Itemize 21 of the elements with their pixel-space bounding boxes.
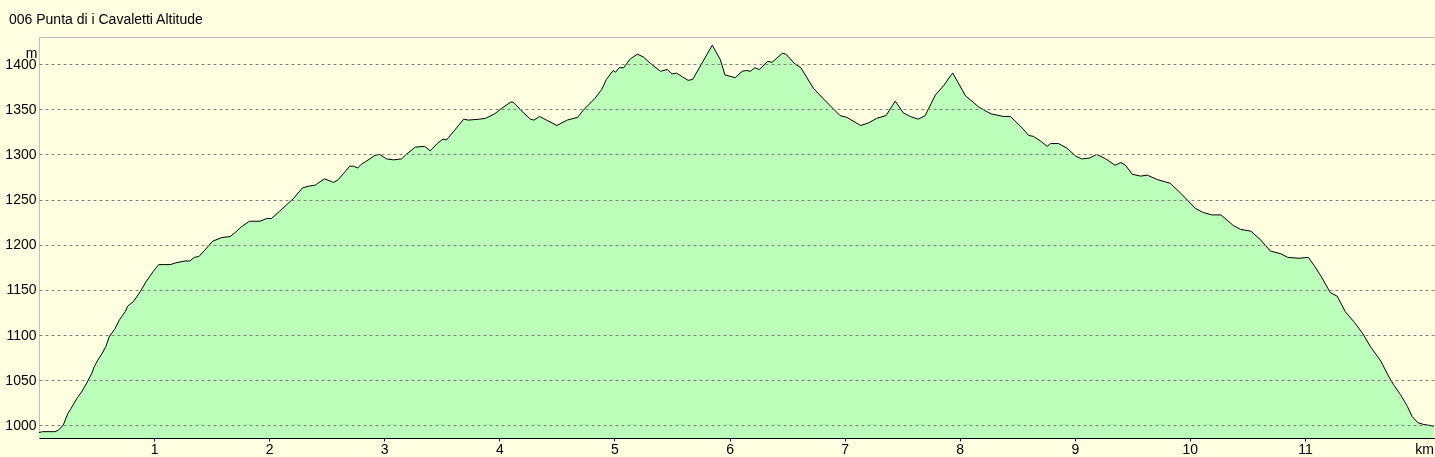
x-tick-label: 11 xyxy=(1298,440,1313,457)
x-axis-title: km xyxy=(1415,440,1434,457)
x-tick-label: 6 xyxy=(726,440,735,457)
x-tick-label: 8 xyxy=(956,440,965,457)
x-tick-label: 9 xyxy=(1071,440,1080,457)
y-tick-label: 1100 xyxy=(6,326,37,343)
x-tick-label: 4 xyxy=(495,440,504,457)
x-tick-label: 3 xyxy=(380,440,389,457)
x-tick-label: 10 xyxy=(1182,440,1199,457)
chart-title: 006 Punta di i Cavaletti Altitude xyxy=(9,11,204,27)
y-tick-label: 1000 xyxy=(5,416,37,433)
x-tick-label: 2 xyxy=(265,440,274,457)
y-tick-label: 1200 xyxy=(5,236,37,253)
y-tick-label: 1350 xyxy=(5,100,37,117)
y-tick-label: 1300 xyxy=(5,145,37,162)
y-tick-label: 1150 xyxy=(6,281,37,298)
x-tick-label: 7 xyxy=(841,440,850,457)
x-tick-label: 5 xyxy=(611,440,620,457)
x-tick-label: 1 xyxy=(150,440,159,457)
y-tick-label: 1250 xyxy=(5,191,37,208)
y-tick-label: 1050 xyxy=(5,371,37,388)
